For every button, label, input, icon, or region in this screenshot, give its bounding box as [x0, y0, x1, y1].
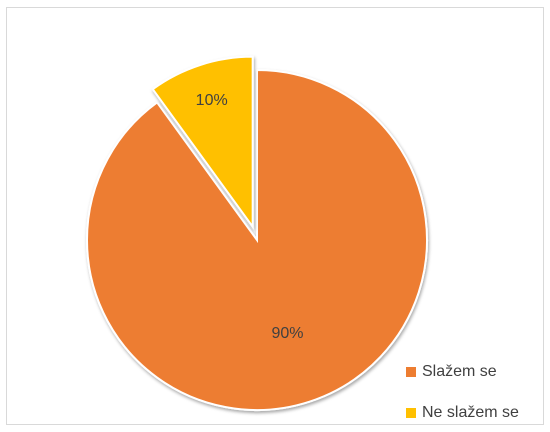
pie-slices [86, 55, 428, 411]
data-label-2: 10% [196, 92, 228, 109]
legend-swatch-1 [406, 367, 416, 377]
legend: Slažem se Ne slažem se [406, 363, 519, 421]
legend-swatch-2 [406, 408, 416, 418]
legend-label-2: Ne slažem se [422, 404, 519, 421]
pie-slice-1 [86, 68, 428, 411]
data-labels: 90% 10% [196, 92, 304, 342]
pie-slice-2 [151, 55, 254, 230]
legend-label-1: Slažem se [422, 363, 497, 380]
data-label-1: 90% [271, 325, 303, 342]
